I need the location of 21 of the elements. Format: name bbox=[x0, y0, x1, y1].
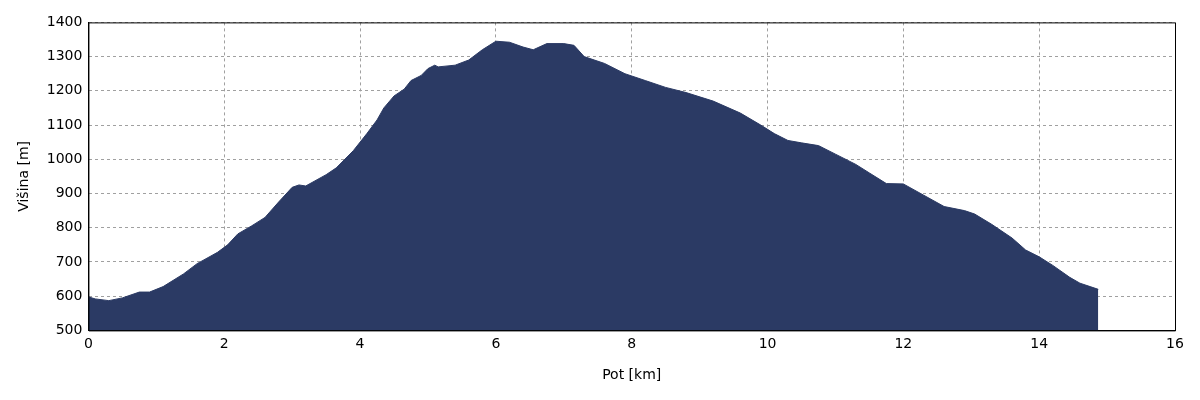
y-tick-label: 900 bbox=[55, 184, 83, 201]
x-tick-label: 2 bbox=[219, 335, 229, 352]
x-tick-label: 10 bbox=[758, 335, 777, 352]
x-tick-label: 8 bbox=[627, 335, 637, 352]
x-tick-label: 0 bbox=[83, 335, 93, 352]
y-tick-label: 1200 bbox=[46, 81, 83, 98]
y-tick-label: 1300 bbox=[46, 47, 83, 64]
y-tick-label: 700 bbox=[55, 252, 83, 269]
y-tick-label: 600 bbox=[55, 286, 83, 303]
y-tick-label: 1100 bbox=[46, 115, 83, 132]
y-tick-label: 1000 bbox=[46, 149, 83, 166]
x-tick-label: 6 bbox=[491, 335, 501, 352]
y-axis-title: Višina [m] bbox=[15, 140, 32, 212]
x-tick-label: 12 bbox=[894, 335, 913, 352]
y-tick-label: 1400 bbox=[46, 13, 83, 30]
x-tick-label: 14 bbox=[1030, 335, 1049, 352]
x-axis-title: Pot [km] bbox=[602, 366, 662, 383]
y-tick-label: 500 bbox=[55, 321, 83, 338]
y-tick-label: 800 bbox=[55, 218, 83, 235]
x-tick-label: 4 bbox=[355, 335, 365, 352]
x-tick-label: 16 bbox=[1166, 335, 1184, 352]
